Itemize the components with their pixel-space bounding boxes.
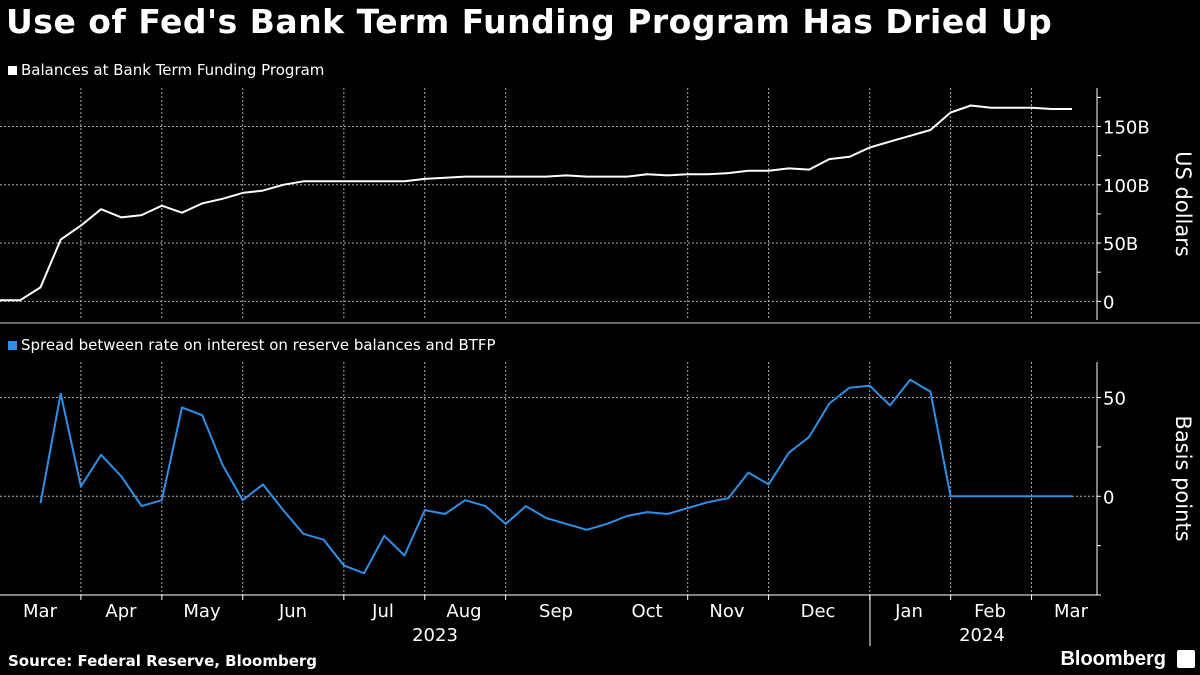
y-tick-label: 50B — [1103, 234, 1138, 255]
x-tick-label-month: Aug — [446, 601, 481, 622]
bloomberg-logo: Bloomberg — [1060, 648, 1166, 670]
y-tick-label: 150B — [1103, 117, 1150, 138]
x-tick-label-month: Dec — [801, 601, 836, 622]
x-tick-label-month: Oct — [631, 601, 662, 622]
legend-label-balances: Balances at Bank Term Funding Program — [21, 61, 325, 79]
legend-swatch-balances — [8, 65, 17, 75]
series-line-balances — [0, 104, 1072, 302]
chart-title: Use of Fed's Bank Term Funding Program H… — [6, 2, 1053, 41]
x-tick-label-month: Feb — [974, 601, 1006, 622]
x-tick-label-month: May — [183, 601, 221, 622]
bloomberg-chart-icon — [1177, 650, 1195, 668]
x-tick-label-month: Nov — [709, 601, 744, 622]
y-axis-title: US dollars — [1171, 151, 1195, 257]
x-tick-label-month: Mar — [23, 601, 58, 622]
x-tick-label-month: Jan — [894, 601, 923, 622]
x-tick-label-month: Mar — [1054, 601, 1089, 622]
x-year-label: 2023 — [412, 625, 458, 646]
y-tick-label: 100B — [1103, 176, 1150, 197]
legend-balances: Balances at Bank Term Funding Program — [8, 61, 324, 79]
legend-swatch-spread — [8, 340, 17, 350]
x-tick-label-month: Jul — [371, 601, 394, 622]
x-tick-label-month: Jun — [278, 601, 307, 622]
y-axis-title: Basis points — [1171, 415, 1195, 541]
y-tick-label: 0 — [1103, 292, 1114, 313]
x-tick-label-month: Sep — [539, 601, 573, 622]
y-tick-label: 0 — [1103, 487, 1114, 508]
series-line-spread — [39, 378, 1072, 575]
source-note: Source: Federal Reserve, Bloomberg — [8, 652, 318, 670]
x-tick-label-month: Apr — [105, 601, 137, 622]
x-year-label: 2024 — [959, 625, 1005, 646]
legend-spread: Spread between rate on interest on reser… — [8, 336, 496, 354]
y-tick-label: 50 — [1103, 389, 1126, 410]
legend-label-spread: Spread between rate on interest on reser… — [21, 336, 496, 354]
